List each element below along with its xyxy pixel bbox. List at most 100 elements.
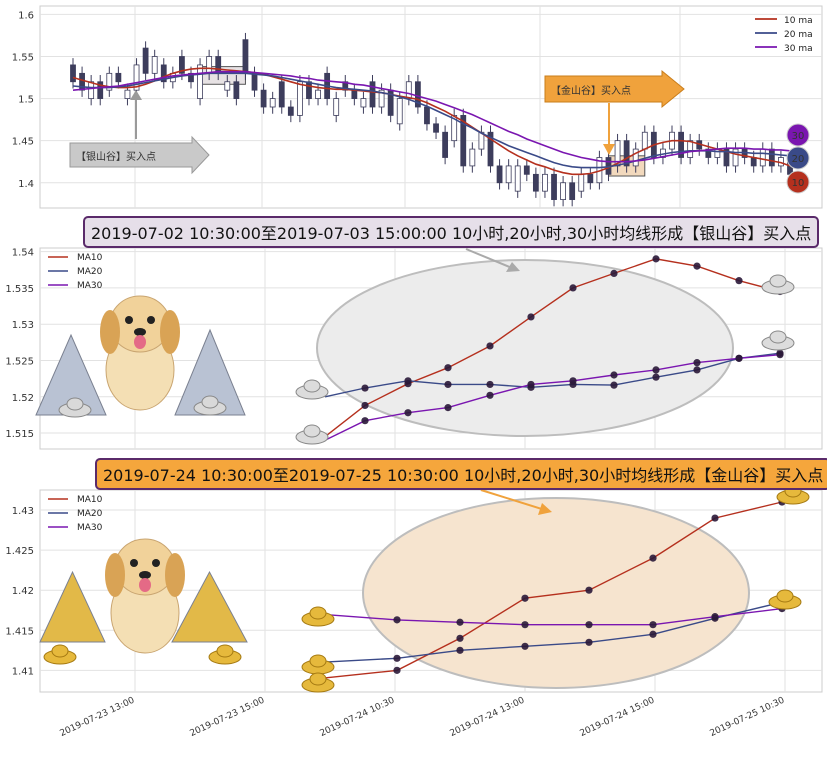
candle-body <box>360 98 367 108</box>
ingot-top <box>309 672 327 686</box>
panel2-y-tick: 1.53 <box>12 320 34 331</box>
gold-ingot-marker <box>301 606 335 627</box>
panel2-y-tick: 1.515 <box>5 429 34 440</box>
panel3-point <box>521 642 529 650</box>
panel2-point <box>486 342 494 350</box>
candle-body <box>469 148 476 167</box>
panel2-y-tick: 1.525 <box>5 356 34 367</box>
candle-body <box>424 106 430 125</box>
panel2-point <box>361 417 369 425</box>
gold-ingot-marker <box>301 672 335 693</box>
panel3-point <box>585 586 593 594</box>
ingot-top <box>303 424 321 438</box>
panel2-point <box>610 381 618 389</box>
candle-body <box>623 140 630 167</box>
dog-nose <box>139 571 151 579</box>
panel3-x-tick: 2019-07-24 13:00 <box>449 696 527 739</box>
dog-ear <box>165 553 185 597</box>
panel2-point <box>486 380 494 389</box>
candle-body <box>378 89 385 108</box>
silver-ingot-marker <box>295 424 329 445</box>
gold-pointer-arrowhead <box>603 144 615 155</box>
panel3-x-tick: 2019-07-24 10:30 <box>319 696 397 739</box>
silver-mascot-dog <box>100 295 180 411</box>
candle-body <box>732 148 739 167</box>
panel2-line-MA10 <box>324 258 781 438</box>
panel1-frame <box>39 5 823 209</box>
candle-body <box>115 72 122 83</box>
panel3-point <box>393 616 401 624</box>
ingot-top <box>216 644 234 658</box>
candle-body <box>505 165 512 184</box>
ma-badge-label: 20 <box>792 154 805 165</box>
panel3-point <box>456 646 464 654</box>
candle-body <box>569 182 576 200</box>
panel3-legend-label: MA20 <box>77 509 103 519</box>
panel3-point <box>585 621 593 629</box>
panel3-line-MA20 <box>319 601 783 663</box>
gold-pyramid-left <box>39 570 106 643</box>
gold-ingot <box>43 644 77 665</box>
dog-nose <box>134 328 146 336</box>
panel3-point <box>711 613 719 621</box>
panel3-y-tick: 1.425 <box>5 546 34 557</box>
panel1-y-tick: 1.6 <box>18 10 34 21</box>
panel3-point <box>711 514 719 522</box>
candle-body <box>750 157 757 167</box>
candle-body <box>369 81 376 108</box>
candle-body <box>487 131 494 167</box>
candle-body <box>768 148 775 167</box>
panel3-legend-label: MA30 <box>77 523 103 533</box>
panel2-banner-arrow <box>465 248 513 269</box>
ingot-top <box>769 274 787 288</box>
panel2-highlight-ellipse <box>316 259 734 437</box>
candle-body <box>296 81 303 116</box>
candle-body <box>405 81 412 99</box>
ingot-top <box>303 379 321 393</box>
panel3-legend-label: MA10 <box>77 495 103 505</box>
candle-body <box>496 165 503 184</box>
dog-eye <box>152 559 160 567</box>
gold-ingot-marker <box>768 589 802 610</box>
panel2-line-MA20 <box>324 352 781 398</box>
silver-ingot-marker <box>761 274 795 295</box>
ingot-top <box>769 330 787 344</box>
ma-line-20-ma <box>72 72 791 169</box>
panel2-line-MA30 <box>324 354 781 441</box>
silver-callout-arrow <box>69 135 210 175</box>
panel3-x-tick: 2019-07-25 10:30 <box>709 696 787 739</box>
candle-body <box>414 81 421 108</box>
dog-eye <box>125 316 133 324</box>
candle-body <box>460 115 467 167</box>
candle-body <box>442 131 449 158</box>
dog-eye <box>130 559 138 567</box>
panel2-point <box>361 384 369 392</box>
candle-body <box>151 56 158 74</box>
candle-body <box>133 64 140 91</box>
candle-body <box>705 148 712 158</box>
panel2-point <box>527 380 535 389</box>
panel2-point <box>404 409 412 417</box>
panel2-point <box>404 377 412 385</box>
ingot-top <box>51 644 69 658</box>
gold-pyramid-right <box>171 570 248 643</box>
panel1-legend-label: 10 ma <box>784 16 813 26</box>
candle-body <box>723 148 730 167</box>
panel2-legend-label: MA20 <box>77 267 103 277</box>
panel2-point <box>569 377 577 385</box>
dog-ear <box>160 310 180 354</box>
candle-body <box>351 89 358 99</box>
panel3-line-MA30 <box>319 607 783 626</box>
panel3-x-tick: 2019-07-23 13:00 <box>59 696 137 739</box>
panel1-y-tick: 1.4 <box>18 179 34 190</box>
ma-badge-30 <box>786 123 810 147</box>
panel3-point <box>649 630 657 638</box>
candle-body <box>306 81 312 99</box>
gold-callout-arrow <box>544 69 685 109</box>
panel2-y-tick: 1.535 <box>5 284 34 295</box>
candle-body <box>179 56 185 74</box>
panel3-banner-arrowhead <box>538 503 552 515</box>
panel3-point <box>649 621 657 629</box>
candle-body <box>224 81 231 91</box>
panel3-x-tick: 2019-07-24 15:00 <box>579 696 657 739</box>
